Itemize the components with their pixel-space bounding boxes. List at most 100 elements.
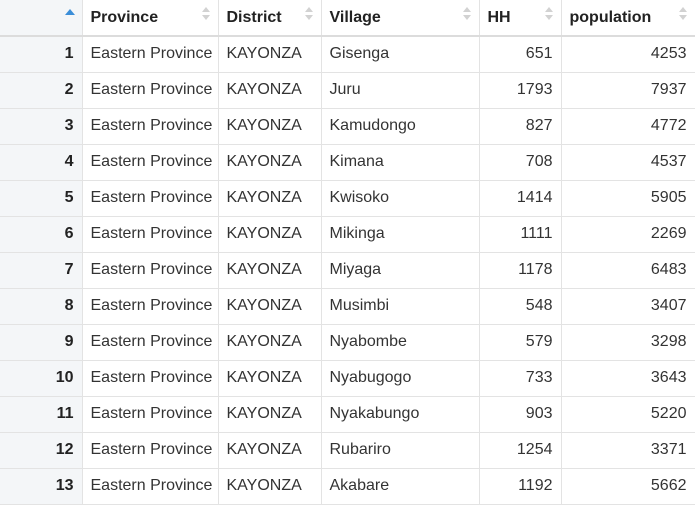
cell-population: 7937 — [561, 72, 695, 109]
cell-district: KAYONZA — [218, 396, 322, 433]
row-index: 6 — [0, 216, 83, 253]
cell-population: 5905 — [561, 180, 695, 217]
cell-hh: 1254 — [479, 432, 562, 469]
cell-hh: 827 — [479, 108, 562, 145]
table-header: Province District Village HH population — [0, 0, 695, 37]
cell-village: Nyabombe — [321, 324, 480, 361]
sort-both-icon[interactable] — [304, 6, 313, 22]
row-index: 11 — [0, 396, 83, 433]
table-row[interactable]: 6 Eastern Province KAYONZA Mikinga 1111 … — [0, 216, 695, 253]
sort-ascending-icon[interactable] — [65, 9, 75, 15]
cell-district: KAYONZA — [218, 288, 322, 325]
header-district-label: District — [226, 8, 282, 26]
cell-province: Eastern Province — [82, 180, 219, 217]
row-index: 13 — [0, 468, 83, 505]
table-row[interactable]: 1 Eastern Province KAYONZA Gisenga 651 4… — [0, 36, 695, 73]
row-index: 5 — [0, 180, 83, 217]
table-body: 1 Eastern Province KAYONZA Gisenga 651 4… — [0, 36, 695, 505]
cell-village: Nyakabungo — [321, 396, 480, 433]
row-index: 2 — [0, 72, 83, 109]
header-hh[interactable]: HH — [479, 0, 562, 37]
table-row[interactable]: 2 Eastern Province KAYONZA Juru 1793 793… — [0, 72, 695, 109]
sort-both-icon[interactable] — [544, 6, 553, 22]
cell-village: Rubariro — [321, 432, 480, 469]
cell-province: Eastern Province — [82, 468, 219, 505]
cell-hh: 579 — [479, 324, 562, 361]
cell-population: 6483 — [561, 252, 695, 289]
table-row[interactable]: 9 Eastern Province KAYONZA Nyabombe 579 … — [0, 324, 695, 361]
table-row[interactable]: 13 Eastern Province KAYONZA Akabare 1192… — [0, 468, 695, 505]
cell-population: 5662 — [561, 468, 695, 505]
cell-village: Kimana — [321, 144, 480, 181]
row-index: 7 — [0, 252, 83, 289]
cell-village: Miyaga — [321, 252, 480, 289]
header-province-label: Province — [90, 8, 159, 26]
header-province[interactable]: Province — [82, 0, 219, 37]
header-population-label: population — [569, 8, 652, 26]
cell-hh: 1414 — [479, 180, 562, 217]
cell-hh: 1178 — [479, 252, 562, 289]
row-index: 8 — [0, 288, 83, 325]
cell-district: KAYONZA — [218, 252, 322, 289]
cell-district: KAYONZA — [218, 324, 322, 361]
table-row[interactable]: 5 Eastern Province KAYONZA Kwisoko 1414 … — [0, 180, 695, 217]
cell-province: Eastern Province — [82, 396, 219, 433]
cell-population: 3371 — [561, 432, 695, 469]
table-row[interactable]: 10 Eastern Province KAYONZA Nyabugogo 73… — [0, 360, 695, 397]
header-village[interactable]: Village — [321, 0, 480, 37]
cell-village: Kamudongo — [321, 108, 480, 145]
row-index: 12 — [0, 432, 83, 469]
cell-province: Eastern Province — [82, 324, 219, 361]
cell-population: 2269 — [561, 216, 695, 253]
header-population[interactable]: population — [561, 0, 695, 37]
table-row[interactable]: 11 Eastern Province KAYONZA Nyakabungo 9… — [0, 396, 695, 433]
cell-province: Eastern Province — [82, 432, 219, 469]
cell-population: 3298 — [561, 324, 695, 361]
cell-district: KAYONZA — [218, 432, 322, 469]
row-index: 3 — [0, 108, 83, 145]
cell-province: Eastern Province — [82, 360, 219, 397]
sort-both-icon[interactable] — [201, 6, 210, 22]
cell-hh: 733 — [479, 360, 562, 397]
cell-province: Eastern Province — [82, 252, 219, 289]
cell-province: Eastern Province — [82, 144, 219, 181]
cell-population: 5220 — [561, 396, 695, 433]
cell-district: KAYONZA — [218, 468, 322, 505]
table-row[interactable]: 3 Eastern Province KAYONZA Kamudongo 827… — [0, 108, 695, 145]
cell-village: Akabare — [321, 468, 480, 505]
cell-province: Eastern Province — [82, 72, 219, 109]
table-row[interactable]: 7 Eastern Province KAYONZA Miyaga 1178 6… — [0, 252, 695, 289]
cell-population: 3643 — [561, 360, 695, 397]
sort-both-icon[interactable] — [462, 6, 471, 22]
cell-population: 4537 — [561, 144, 695, 181]
header-hh-label: HH — [487, 8, 511, 26]
cell-village: Juru — [321, 72, 480, 109]
cell-hh: 651 — [479, 36, 562, 73]
cell-hh: 903 — [479, 396, 562, 433]
cell-province: Eastern Province — [82, 288, 219, 325]
header-index[interactable] — [0, 0, 83, 37]
cell-district: KAYONZA — [218, 180, 322, 217]
cell-province: Eastern Province — [82, 108, 219, 145]
cell-district: KAYONZA — [218, 36, 322, 73]
table-row[interactable]: 8 Eastern Province KAYONZA Musimbi 548 3… — [0, 288, 695, 325]
cell-district: KAYONZA — [218, 108, 322, 145]
cell-district: KAYONZA — [218, 360, 322, 397]
cell-hh: 1192 — [479, 468, 562, 505]
table-row[interactable]: 12 Eastern Province KAYONZA Rubariro 125… — [0, 432, 695, 469]
cell-hh: 708 — [479, 144, 562, 181]
cell-district: KAYONZA — [218, 216, 322, 253]
sort-both-icon[interactable] — [678, 6, 687, 22]
row-index: 4 — [0, 144, 83, 181]
cell-population: 4253 — [561, 36, 695, 73]
row-index: 1 — [0, 36, 83, 73]
cell-village: Musimbi — [321, 288, 480, 325]
cell-population: 3407 — [561, 288, 695, 325]
header-district[interactable]: District — [218, 0, 322, 37]
table-row[interactable]: 4 Eastern Province KAYONZA Kimana 708 45… — [0, 144, 695, 181]
cell-hh: 548 — [479, 288, 562, 325]
header-row: Province District Village HH population — [0, 0, 695, 37]
cell-village: Kwisoko — [321, 180, 480, 217]
cell-district: KAYONZA — [218, 72, 322, 109]
